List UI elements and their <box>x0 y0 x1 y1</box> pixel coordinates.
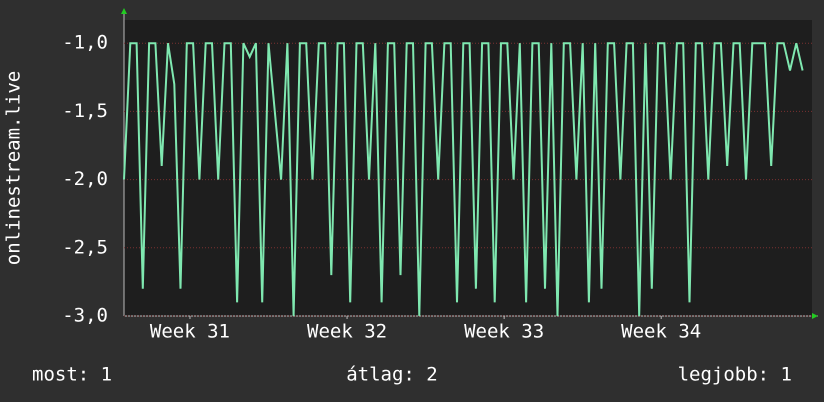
stat-average: átlag: 2 <box>346 364 438 386</box>
y-tick-label: -1,5 <box>62 100 108 122</box>
y-axis-arrow <box>121 8 127 14</box>
x-axis-arrow <box>812 313 818 319</box>
y-tick-label: -3,0 <box>62 305 108 327</box>
stat-current: most: 1 <box>32 364 112 386</box>
data-line <box>123 42 804 317</box>
y-axis-label: onlinestream.live <box>3 71 25 265</box>
y-tick-label: -2,5 <box>62 236 108 258</box>
stat-best: legjobb: 1 <box>678 364 792 386</box>
x-tick-label: Week 34 <box>621 321 701 343</box>
x-tick-label: Week 31 <box>150 321 230 343</box>
y-tick-label: -2,0 <box>62 168 108 190</box>
y-tick-label: -1,0 <box>62 32 108 54</box>
x-tick-label: Week 33 <box>464 321 544 343</box>
x-tick-label: Week 32 <box>307 321 387 343</box>
